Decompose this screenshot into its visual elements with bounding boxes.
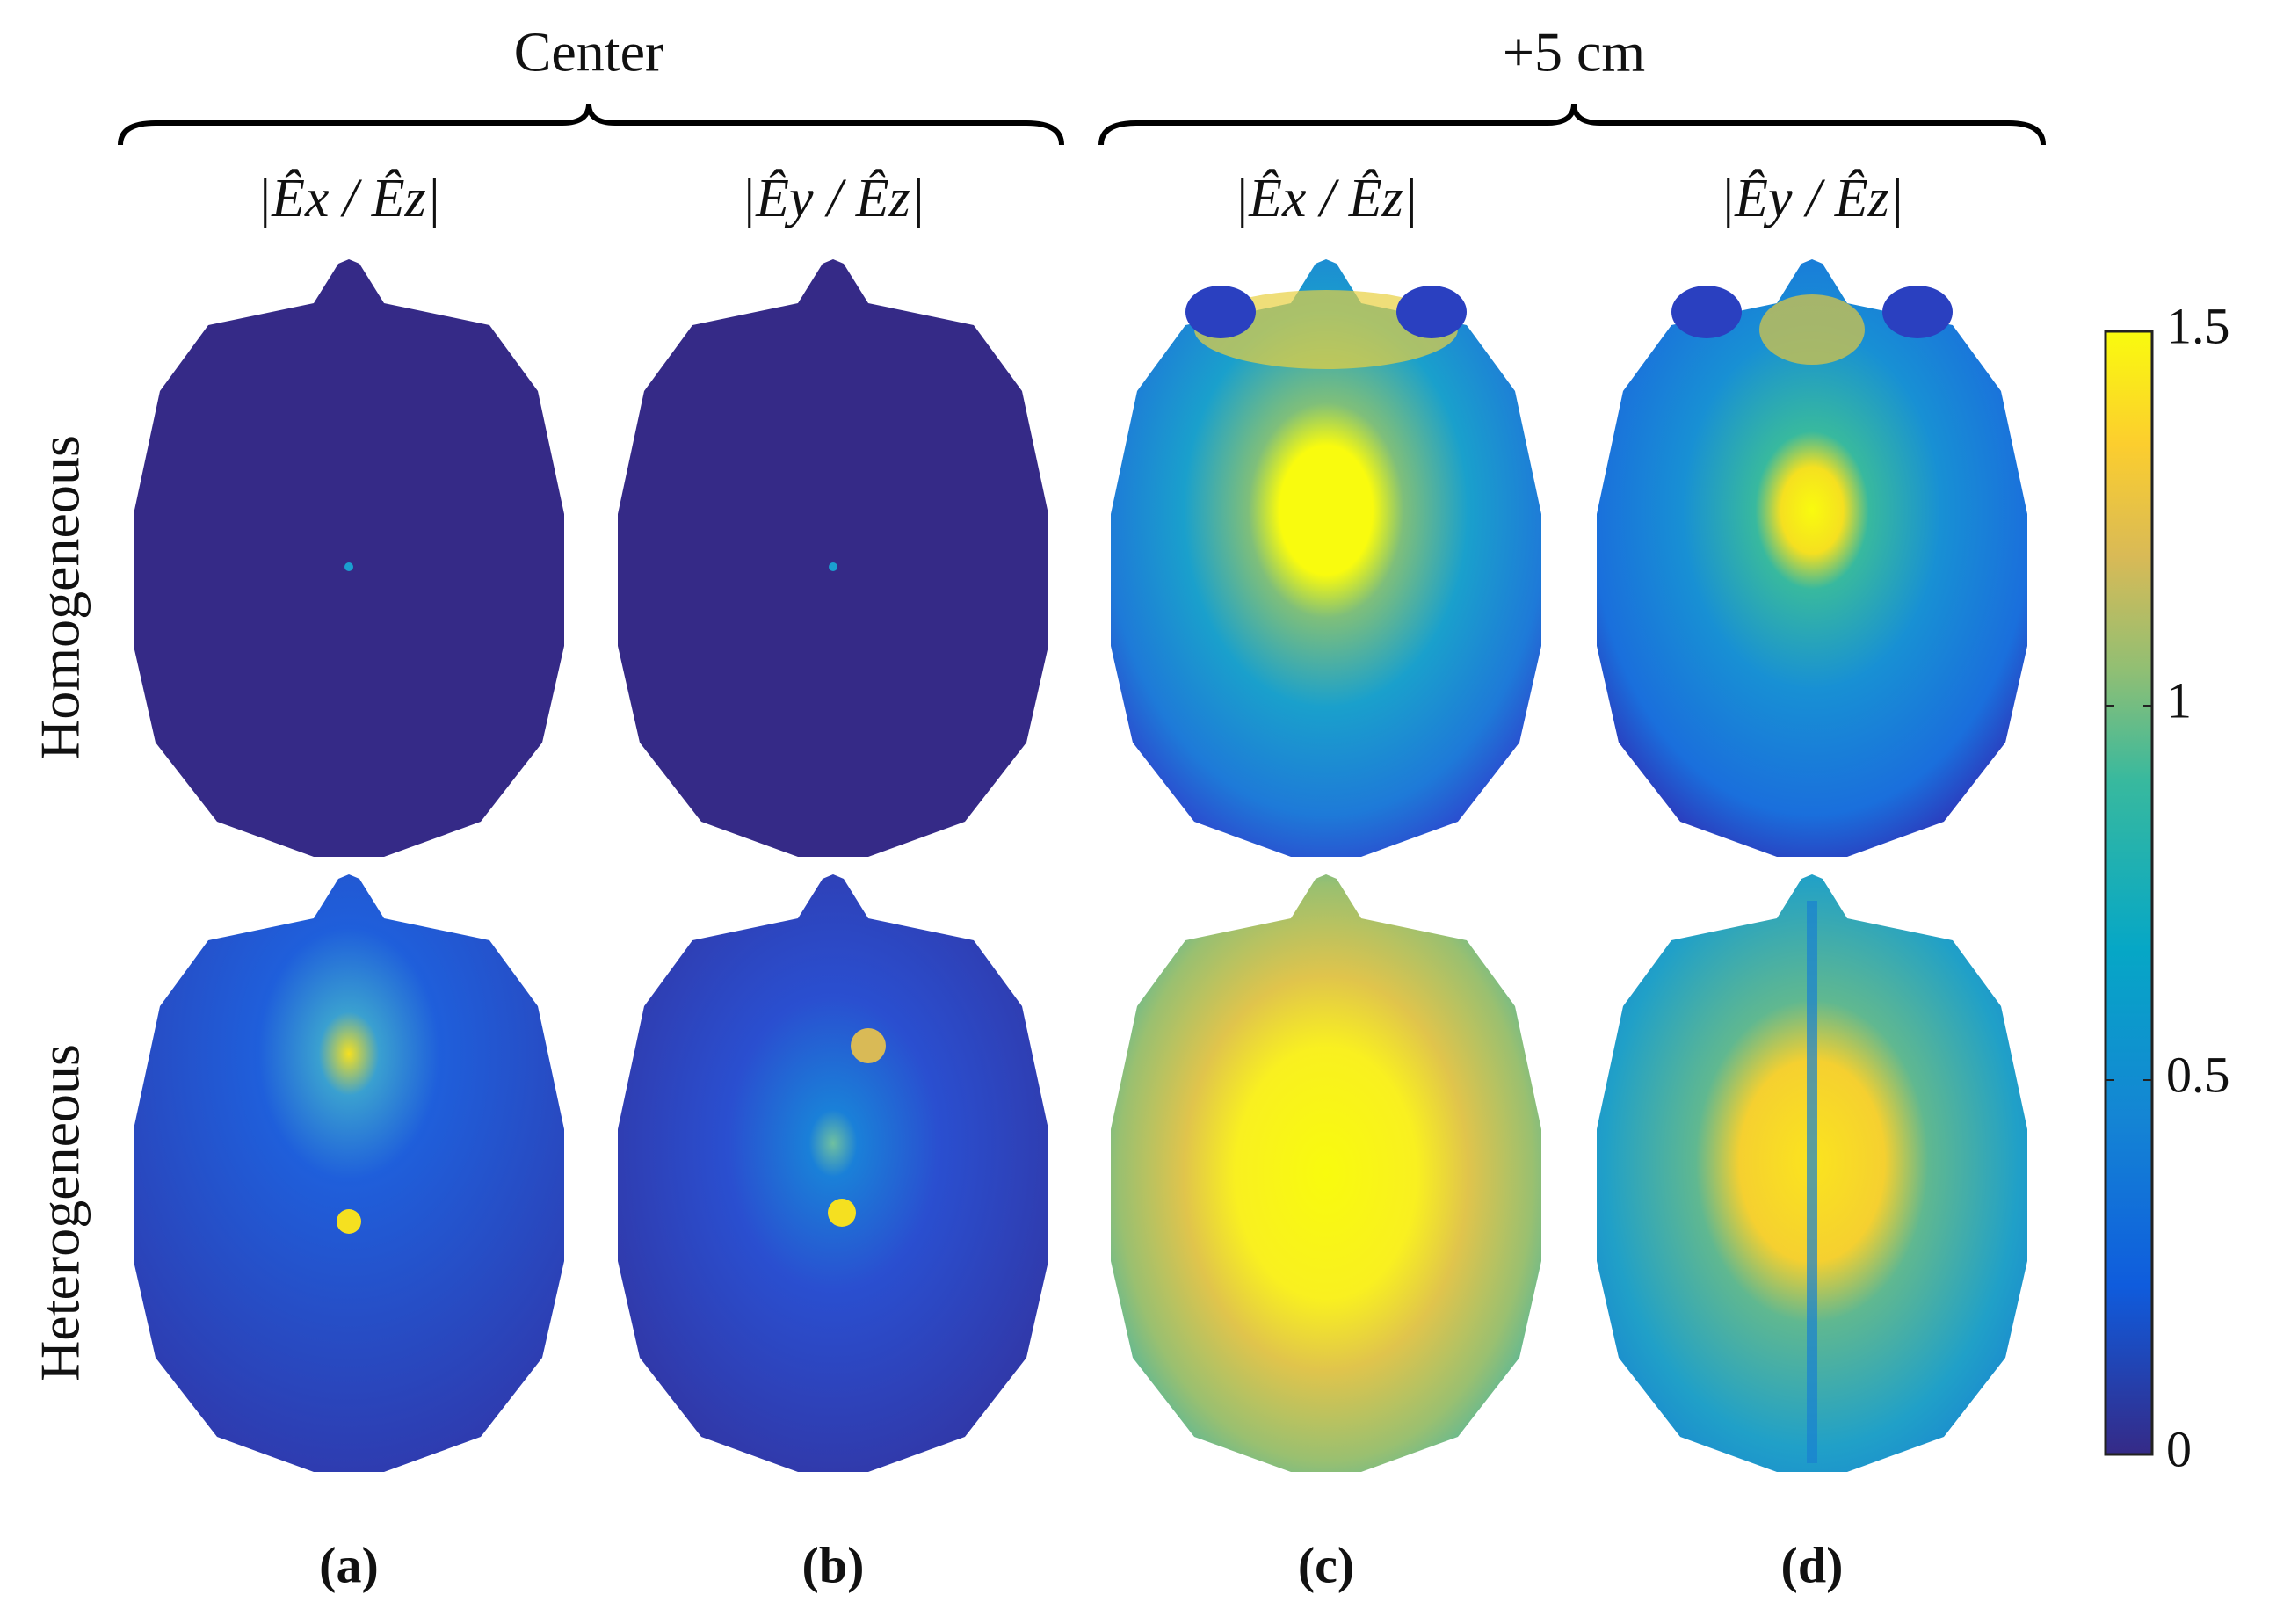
colorbar [2104, 330, 2154, 1456]
column-label: |Êx / Êz| [257, 169, 441, 228]
field-map [1597, 259, 2027, 857]
panel-label: (a) [319, 1536, 379, 1593]
panel-label: (d) [1781, 1536, 1844, 1593]
colorbar-tick-label: 1.5 [2166, 297, 2230, 354]
panel-label: (b) [802, 1536, 865, 1593]
field-map [1111, 874, 1541, 1472]
column-label: |Êy / Êz| [741, 169, 925, 228]
group-label: Center [514, 21, 664, 83]
group-label: +5 cm [1503, 21, 1645, 83]
column-label: |Êx / Êz| [1234, 169, 1418, 228]
brace [118, 103, 1064, 146]
row-label: Heterogeneous [29, 1044, 91, 1381]
column-label: |Êy / Êz| [1720, 169, 1904, 228]
field-map [134, 874, 564, 1472]
field-map [618, 259, 1048, 857]
row-label: Homogeneous [29, 435, 91, 760]
colorbar-tick-label: 1 [2166, 671, 2192, 729]
field-map [1597, 874, 2027, 1472]
colorbar-tick-label: 0 [2166, 1420, 2192, 1477]
field-map [1111, 259, 1541, 857]
panel-label: (c) [1298, 1536, 1354, 1593]
field-map [618, 874, 1048, 1472]
field-map [134, 259, 564, 857]
brace [1098, 103, 2046, 146]
colorbar-tick-label: 0.5 [2166, 1046, 2230, 1103]
